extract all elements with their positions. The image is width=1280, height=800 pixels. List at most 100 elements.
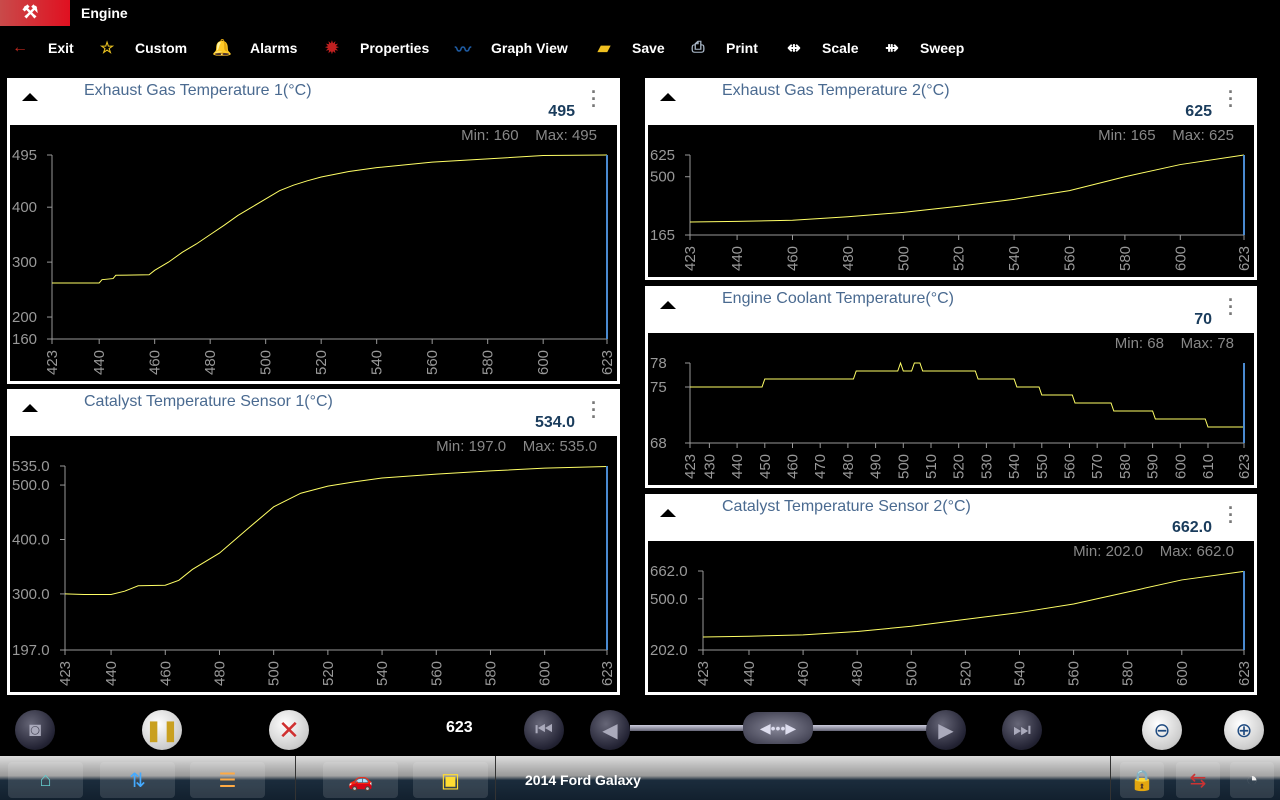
toolbar-print-button[interactable]: ⎙ Print [686,32,758,64]
prev-frame-button[interactable]: ◀ [590,710,630,750]
x-tick-label: 570 [1089,454,1106,479]
x-tick-label: 540 [1011,661,1028,686]
y-tick-label: 625 [650,147,675,164]
panel-header: Exhaust Gas Temperature 1(°C) 495 · · · [8,79,619,125]
playback-slider-thumb[interactable]: ◀•••▶ [743,712,813,744]
gear-icon: ✹ [325,40,339,57]
zoom-out-icon: ⊖ [1153,719,1171,742]
max-value: Max: 535.0 [522,438,597,455]
save-icon: ▰ [597,40,611,57]
collapse-icon[interactable] [660,93,676,101]
min-max-readout: Min: 160 Max: 495 [461,127,597,144]
first-frame-button[interactable]: ⏮ [524,710,564,750]
panel-header: Catalyst Temperature Sensor 2(°C) 662.0 … [646,495,1256,541]
toolbar-label: Graph View [491,40,568,56]
toolbar-exit-button[interactable]: ← Exit [8,32,74,64]
data-series-line [689,154,1245,223]
x-tick-label: 480 [840,454,857,479]
last-frame-button[interactable]: ⏭ [1002,710,1042,750]
x-tick-label: 460 [784,246,801,271]
x-tick-label: 423 [57,661,74,686]
data-series-line [64,466,608,595]
title-bar: ⚒ Engine [0,0,1280,28]
x-tick-label: 460 [784,454,801,479]
toolbar-alarms-button[interactable]: 🔔 Alarms [210,32,297,64]
home-button[interactable]: ⌂ [8,762,83,798]
stop-button[interactable]: ✕ [269,710,309,750]
more-menu-icon[interactable]: · · · [1228,498,1234,532]
more-menu-icon[interactable]: · · · [1228,82,1234,116]
list-button[interactable]: ☰ [190,762,265,798]
toolbar-sweep-button[interactable]: ⇻ Sweep [880,32,964,64]
wifi-disconnected-icon: ◔ [1245,768,1259,791]
current-value: 625 [1185,103,1212,120]
toolbar-properties-button[interactable]: ✹ Properties [320,32,429,64]
y-tick-label: 78 [650,355,667,372]
wifi-status-button[interactable]: ◔ [1230,762,1274,798]
data-series-line [52,154,608,284]
current-value: 534.0 [534,414,575,431]
print-icon: ⎙ [691,39,705,56]
x-tick-label: 480 [211,661,228,686]
line-chart: 165 500 625 423 440 460 480 500 520 540 560 580 600 6… [650,147,1253,271]
toolbar-custom-button[interactable]: ☆ Custom [95,32,187,64]
toolbar-graph-view-button[interactable]: 〰 Graph View [451,32,568,64]
pause-button[interactable]: ❚❚ [142,710,182,750]
app-title: Engine [81,5,128,21]
y-tick-label: 165 [650,227,675,244]
panel-cts1: Catalyst Temperature Sensor 1(°C) 534.0 … [7,389,620,695]
x-tick-label: 600 [537,661,554,686]
y-tick-label: 500 [650,169,675,186]
toolbar-label: Custom [135,40,188,56]
panel-header: Catalyst Temperature Sensor 1(°C) 534.0 … [8,390,619,436]
x-tick-label: 560 [1066,661,1083,686]
data-series-line [690,361,1244,428]
more-menu-icon[interactable]: · · · [1228,290,1234,324]
panel-egt2: Exhaust Gas Temperature 2(°C) 625 · · · Mi… [645,78,1257,280]
x-tick-label: 440 [741,661,758,686]
usb-button[interactable]: ⇆ [1176,762,1220,798]
x-tick-label: 540 [1006,246,1023,271]
collapse-icon[interactable] [660,509,676,517]
graph-icon: 〰 [454,42,471,59]
next-frame-button[interactable]: ▶ [926,710,966,750]
collapse-icon[interactable] [22,404,38,412]
chart-area: Min: 202.0 Max: 662.0 202.0 500.0 662.0 423 4… [648,541,1254,692]
min-value: Min: 165 [1098,127,1156,144]
line-chart: 160 200 300 400 495 423 440 460 480 500 520 540 560 5… [12,147,616,375]
bluetooth-lock-icon: 🔒 [1129,769,1155,792]
x-tick-label: 520 [957,661,974,686]
collapse-icon[interactable] [660,301,676,309]
toolbar-scale-button[interactable]: ⇹ Scale [782,32,858,64]
chart-area: Min: 165 Max: 625 165 500 625 423 440 460 480 50… [648,125,1254,277]
panel-cts2: Catalyst Temperature Sensor 2(°C) 662.0 … [645,494,1257,695]
panel-title: Exhaust Gas Temperature 1(°C) [84,82,312,99]
x-tick-label: 490 [868,454,885,479]
toolbar-label: Properties [360,40,430,56]
zoom-out-button[interactable]: ⊖ [1142,710,1182,750]
vci-button[interactable]: 🔒 [1120,762,1164,798]
x-tick-label: 560 [1061,454,1078,479]
collapse-icon[interactable] [22,93,38,101]
toolbar-save-button[interactable]: ▰ Save [592,32,665,64]
report-button[interactable]: ▣ [413,762,488,798]
zoom-in-button[interactable]: ⊕ [1224,710,1264,750]
more-menu-icon[interactable]: · · · [591,82,597,116]
x-tick-label: 510 [923,454,940,479]
y-tick-label: 75 [650,379,667,396]
x-tick-label: 423 [44,350,61,375]
scroll-button[interactable]: ⇅ [100,762,175,798]
scale-icon: ⇹ [787,40,801,57]
x-tick-label: 460 [147,350,164,375]
x-tick-label: 530 [978,454,995,479]
snapshot-button[interactable]: ◙ [15,710,55,750]
more-menu-icon[interactable]: · · · [591,393,597,427]
x-tick-label: 600 [1174,661,1191,686]
back-arrow-icon: ← [12,39,28,56]
min-max-readout: Min: 197.0 Max: 535.0 [436,438,597,455]
document-icon: ▣ [441,769,460,792]
vehicle-select-button[interactable]: 🚗 [323,762,398,798]
x-tick-label: 580 [482,661,499,686]
x-tick-label: 520 [951,246,968,271]
vehicle-name: 2014 Ford Galaxy [525,772,641,788]
